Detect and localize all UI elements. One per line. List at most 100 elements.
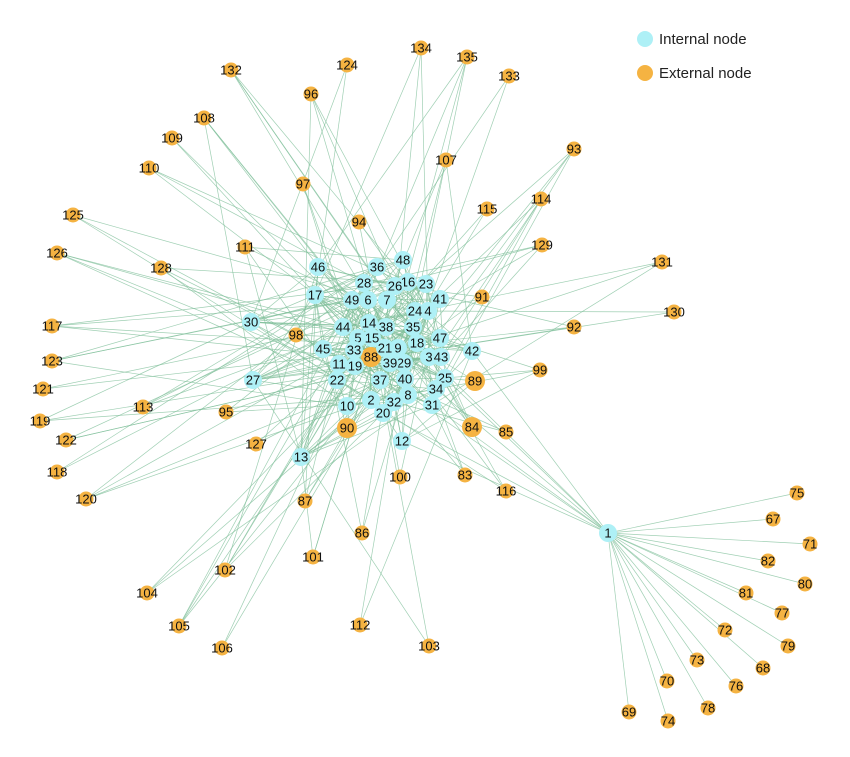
edge [607,532,698,661]
external-node: 87 [297,493,313,509]
internal-node: 29 [395,354,413,372]
node-circle [462,417,482,437]
internal-node: 41 [431,290,449,308]
external-node: 126 [46,245,68,261]
legend-label: Internal node [659,31,747,48]
node-circle [354,525,370,541]
node-label: 77 [775,605,789,620]
node-circle [153,260,169,276]
node-label: 69 [622,704,636,719]
external-node: 121 [32,381,54,397]
node-circle [334,318,352,336]
node-circle [659,673,675,689]
node-circle [374,404,392,422]
edge [414,310,675,313]
internal-node: 18 [408,334,426,352]
node-label: 78 [701,700,715,715]
internal-node: 4 [419,302,437,320]
edge [85,399,372,500]
internal-node: 33 [345,341,363,359]
external-node: 73 [689,652,705,668]
edge [428,356,473,428]
edge [250,64,348,323]
node-circle [406,302,424,320]
edge [440,198,542,358]
edge [394,285,473,352]
edge [607,532,737,687]
edge [370,342,418,401]
edge [342,261,663,328]
internal-node: 39 [381,354,399,372]
edge [607,532,811,545]
node-label: 31 [425,397,439,412]
external-node: 99 [532,362,548,378]
edge [607,518,774,534]
node-circle [218,404,234,420]
node-label: 86 [355,525,369,540]
node-circle [534,237,550,253]
edge [85,379,381,500]
edge [252,326,344,381]
edge [51,360,348,407]
node-label: 21 [378,340,392,355]
edge [359,350,473,626]
internal-node: 21 [376,339,394,357]
node-circle [689,652,705,668]
node-circle [355,274,373,292]
external-node: 110 [139,160,159,176]
node-circle [389,339,407,357]
node-label: 95 [219,404,233,419]
edge [56,252,338,381]
node-label: 40 [398,371,412,386]
node-label: 107 [435,152,457,167]
node-label: 22 [330,372,344,387]
node-circle [330,355,348,373]
node-label: 135 [456,49,478,64]
node-circle [237,239,253,255]
node-circle [459,49,475,65]
edge [431,148,575,406]
node-label: 1 [604,525,611,540]
node-label: 133 [498,68,520,83]
edge [371,208,488,339]
node-label: 134 [410,40,432,55]
internal-node: 49 [343,291,361,309]
node-circle [248,436,264,452]
node-label: 20 [376,405,390,420]
edge [148,167,373,339]
node-circle [339,57,355,73]
node-circle [223,62,239,78]
node-label: 92 [567,319,581,334]
external-node: 124 [336,57,358,73]
node-label: 93 [567,141,581,156]
internal-node: 11 [330,355,348,373]
edge [607,532,709,709]
internal-node: 36 [368,258,386,276]
node-circle [393,432,411,450]
edge [300,377,446,458]
node-label: 111 [235,239,255,254]
node-label: 49 [345,292,359,307]
node-circle [498,483,514,499]
node-label: 6 [364,292,371,307]
node-label: 113 [133,399,154,414]
node-label: 46 [311,259,325,274]
node-label: 3 [425,349,432,364]
external-node: 85 [498,424,514,440]
node-circle [438,152,454,168]
edge [56,266,378,473]
node-label: 2 [367,392,374,407]
node-circle [363,329,381,347]
edge [354,365,433,406]
node-label: 124 [336,57,358,72]
node-label: 82 [761,553,775,568]
edge [607,532,764,669]
node-circle [314,340,332,358]
node-label: 32 [387,394,401,409]
external-node: 127 [245,436,267,452]
internal-node: 34 [427,380,445,398]
internal-node: 48 [394,251,412,269]
external-node: 119 [30,413,50,429]
edge [56,252,344,328]
external-node: 74 [660,713,676,729]
